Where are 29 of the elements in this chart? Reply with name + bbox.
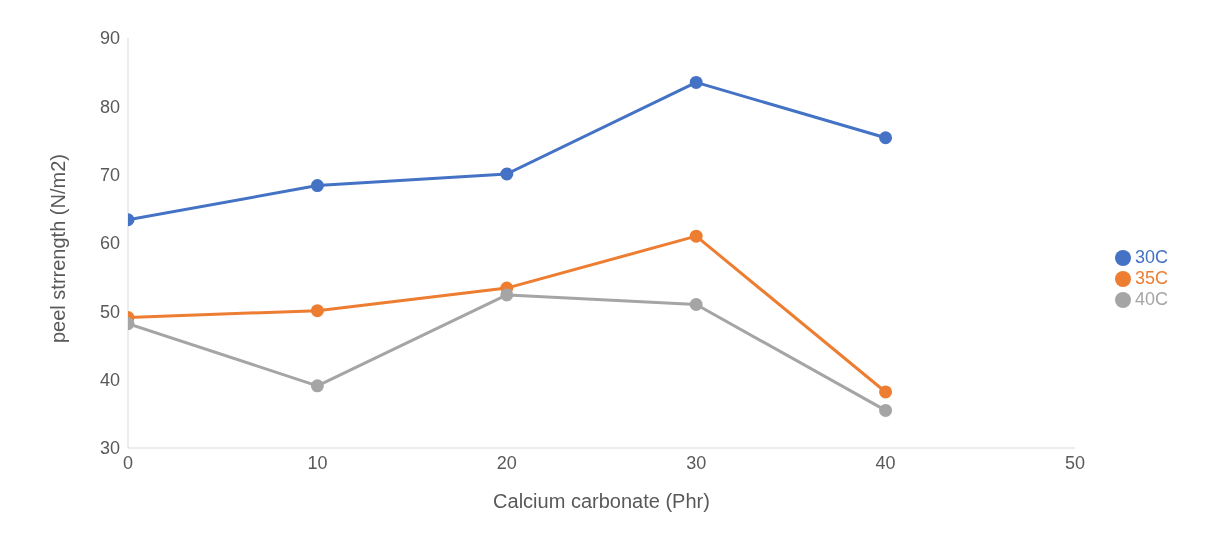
point: [310, 379, 324, 393]
x-tick-label: 30: [686, 452, 707, 473]
x-tick-label: 20: [496, 452, 517, 473]
y-tick-label: 30: [99, 438, 120, 459]
point: [500, 288, 514, 302]
x-tick-label: 0: [122, 452, 134, 473]
point: [689, 298, 703, 311]
point: [879, 131, 893, 145]
point: [310, 304, 324, 318]
x-tick-label: 10: [307, 452, 328, 473]
point: [689, 75, 703, 89]
x-tick-label: 50: [1064, 452, 1085, 473]
y-tick-label: 70: [99, 165, 120, 186]
point: [310, 179, 324, 193]
point: [500, 167, 514, 181]
y-axis-title: peel strrength (N/m2): [47, 154, 70, 343]
y-tick-label: 60: [99, 233, 120, 254]
y-tick-label: 80: [99, 96, 120, 117]
y-tick-label: 50: [99, 301, 120, 322]
y-tick-label: 90: [99, 28, 120, 49]
legend-label: 35C: [1134, 267, 1168, 288]
y-tick-label: 40: [99, 370, 120, 391]
legend-label: 30C: [1134, 246, 1168, 267]
point: [879, 385, 893, 399]
legend-label: 40C: [1134, 288, 1168, 309]
point: [879, 403, 893, 417]
x-tick-label: 40: [875, 452, 896, 473]
x-axis-title: Calcium carbonate (Phr): [493, 490, 710, 512]
point: [689, 229, 703, 243]
